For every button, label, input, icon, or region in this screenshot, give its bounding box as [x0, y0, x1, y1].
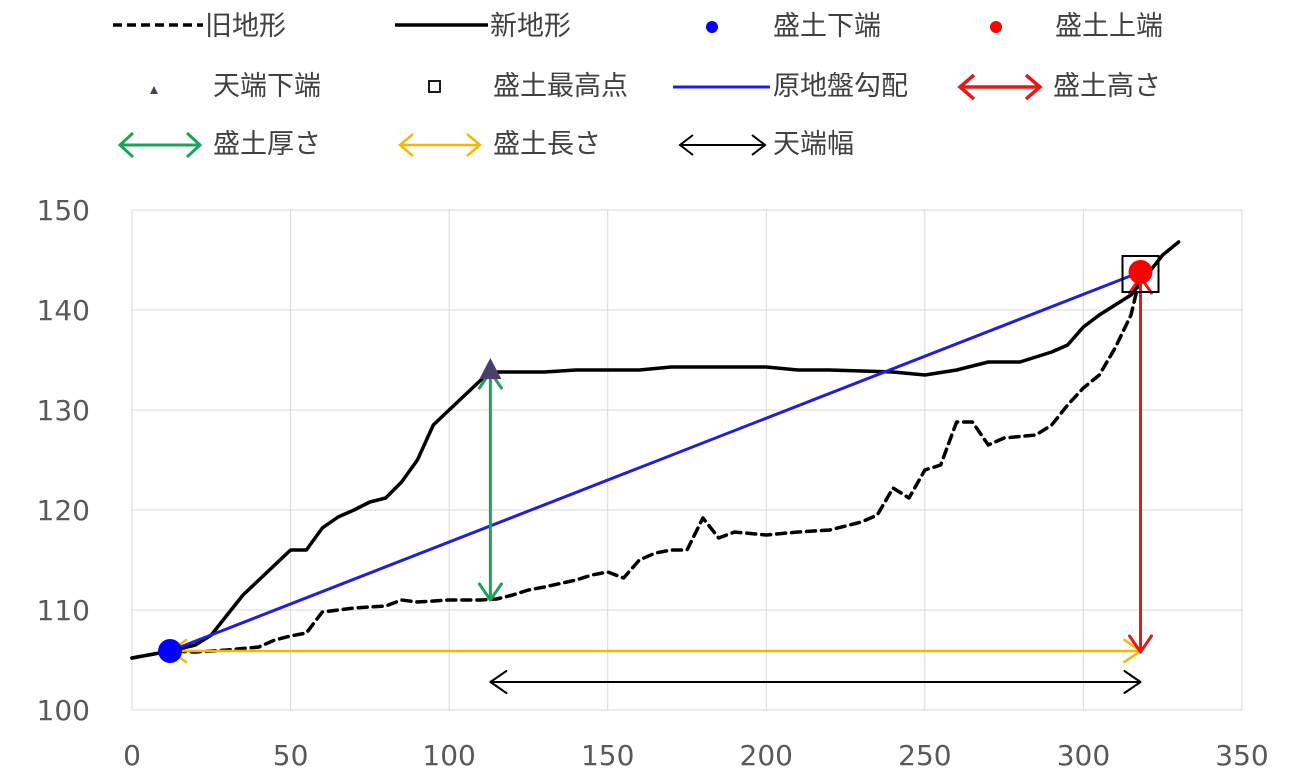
legend-fill-height-swatch — [957, 73, 1043, 101]
y-axis-ticks: 100 110 120 130 140 150 — [37, 194, 90, 727]
fill-bottom-end-marker — [158, 639, 183, 663]
legend-fill-height-label: 盛土高さ — [1053, 71, 1161, 102]
legend-fill-highest-point-swatch — [428, 80, 441, 93]
legend-ground-slope-label: 原地盤勾配 — [773, 71, 908, 102]
legend-fill-thickness-label: 盛土厚さ — [213, 129, 321, 160]
legend-fill-bottom-end-swatch — [706, 21, 718, 33]
x-tick-label: 50 — [273, 739, 309, 772]
plot-area — [131, 209, 1243, 711]
crest-bottom-end-marker — [479, 358, 502, 379]
x-tick-label: 250 — [898, 739, 951, 772]
legend: 旧地形 新地形 盛土下端 盛土上端 天端下端 盛土最高点 原地盤勾配 盛土高さ … — [113, 11, 1163, 160]
legend-fill-length-label: 盛土長さ — [493, 129, 601, 160]
ground-slope-line — [168, 270, 1142, 653]
legend-fill-thickness-swatch — [117, 131, 203, 159]
y-tick-label: 100 — [37, 694, 90, 727]
legend-fill-top-end-swatch — [990, 21, 1002, 33]
x-tick-label: 150 — [581, 739, 634, 772]
fill-top-end-marker — [1128, 260, 1153, 284]
legend-fill-length-swatch — [398, 133, 482, 157]
x-tick-label: 200 — [740, 739, 793, 772]
arrow-layer — [168, 275, 1153, 694]
new-terrain-line — [130, 240, 1181, 660]
crest-width-arrow — [489, 670, 1142, 694]
y-tick-label: 120 — [37, 494, 90, 527]
series-layer — [130, 240, 1181, 660]
x-tick-label: 100 — [422, 739, 475, 772]
y-tick-label: 130 — [37, 394, 90, 427]
x-tick-label: 0 — [123, 739, 141, 772]
legend-fill-top-end-label: 盛土上端 — [1055, 11, 1163, 42]
old-terrain-line — [130, 273, 1143, 660]
y-tick-label: 140 — [37, 294, 90, 327]
legend-crest-bottom-end-swatch — [150, 86, 158, 94]
y-tick-label: 150 — [37, 194, 90, 227]
legend-crest-width-swatch — [678, 134, 767, 156]
legend-old-terrain-label: 旧地形 — [205, 11, 286, 42]
legend-new-terrain-label: 新地形 — [490, 11, 571, 42]
x-tick-label: 350 — [1215, 739, 1268, 772]
y-tick-label: 110 — [37, 594, 90, 627]
legend-crest-width-label: 天端幅 — [773, 129, 854, 160]
legend-fill-highest-point-label: 盛土最高点 — [493, 71, 628, 102]
fill-highest-point-marker — [1121, 255, 1160, 293]
marker-layer — [158, 255, 1160, 663]
legend-fill-bottom-end-label: 盛土下端 — [773, 11, 881, 42]
x-axis-ticks: 0 50 100 150 200 250 300 350 — [123, 739, 1269, 772]
x-tick-label: 300 — [1057, 739, 1110, 772]
legend-crest-bottom-end-label: 天端下端 — [213, 71, 321, 102]
